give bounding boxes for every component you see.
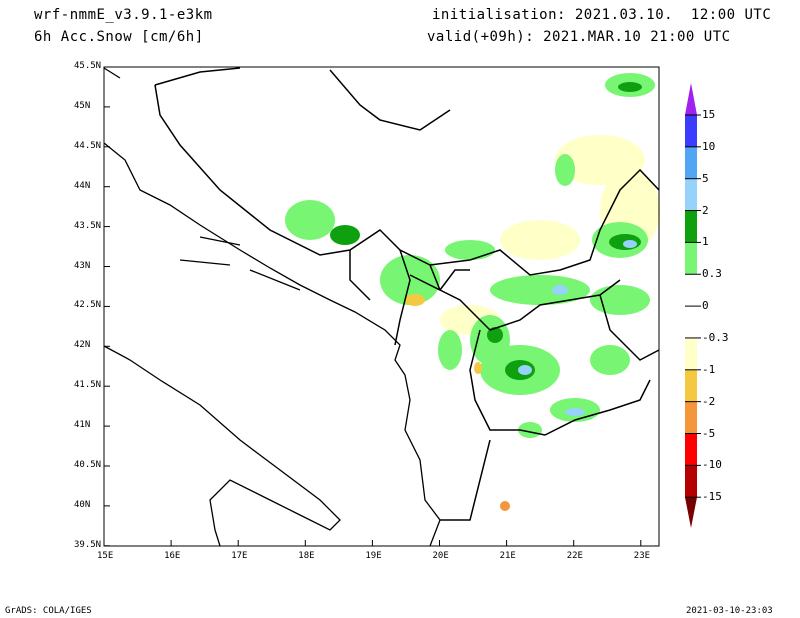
colorbar-segment	[685, 146, 697, 179]
init-time: initialisation: 2021.03.10. 12:00 UTC	[432, 7, 772, 23]
lat-tick-label: 43.5N	[74, 220, 102, 231]
colorbar-segment	[685, 337, 697, 370]
colorbar-segment	[685, 274, 697, 307]
lon-tick-label: 20E	[432, 551, 449, 561]
colorbar-segment	[685, 433, 697, 466]
colorbar-label: -5	[702, 426, 716, 440]
lon-tick-label: 21E	[499, 551, 516, 561]
lat-tick-label: 41.5N	[74, 380, 102, 391]
colorbar-label: -1	[702, 362, 716, 376]
map-frame	[103, 66, 660, 547]
colorbar-top-arrow	[685, 83, 697, 115]
model-title: wrf-nmmE_v3.9.1-e3km	[34, 7, 213, 23]
coastlines	[103, 67, 441, 547]
colorbar-segment	[685, 242, 697, 275]
lat-tick-label: 42N	[74, 340, 91, 351]
colorbar-label: -2	[702, 394, 716, 408]
colorbar-label: -15	[702, 490, 722, 504]
borders	[154, 67, 660, 521]
lat-tick-label: 41N	[74, 420, 91, 431]
colorbar-label: -0.3	[702, 330, 729, 344]
colorbar-label: 1	[702, 235, 709, 249]
colorbar-bottom-arrow	[685, 497, 697, 528]
footer-credit: GrADS: COLA/IGES	[5, 606, 92, 616]
snow-field	[285, 73, 660, 511]
colorbar-segment	[685, 369, 697, 402]
lat-tick-label: 39.5N	[74, 539, 102, 550]
colorbar-segment	[685, 115, 697, 147]
colorbar-label: 0.3	[702, 267, 722, 281]
colorbar-label: 2	[702, 203, 709, 217]
colorbar-segment	[685, 306, 697, 338]
colorbar-label: 0	[702, 299, 709, 313]
lat-tick-label: 44.5N	[74, 140, 102, 151]
lat-tick-label: 45.5N	[74, 61, 102, 71]
colorbar-label: 10	[702, 139, 716, 153]
colorbar	[685, 83, 701, 528]
colorbar-label: 15	[702, 108, 716, 121]
lon-tick-label: 16E	[164, 551, 181, 561]
lat-tick-label: 44N	[74, 180, 91, 191]
lat-tick-label: 42.5N	[74, 300, 102, 311]
lon-tick-label: 18E	[298, 551, 315, 561]
lon-tick-label: 17E	[231, 551, 248, 561]
valid-time: valid(+09h): 2021.MAR.10 21:00 UTC	[427, 29, 731, 45]
lon-tick-label: 22E	[566, 551, 583, 561]
lon-tick-label: 23E	[633, 551, 651, 561]
footer-timestamp: 2021-03-10-23:03	[686, 606, 773, 616]
colorbar-segment	[685, 210, 697, 243]
axis-ticks	[103, 66, 642, 547]
lat-tick-label: 43N	[74, 260, 91, 271]
lat-tick-label: 45N	[74, 100, 91, 111]
lon-tick-label: 19E	[365, 551, 382, 561]
colorbar-segment	[685, 465, 697, 498]
lat-tick-label: 40.5N	[74, 460, 102, 470]
colorbar-segment	[685, 178, 697, 211]
variable-title: 6h Acc.Snow [cm/6h]	[34, 29, 204, 45]
colorbar-label: -10	[702, 458, 722, 472]
lon-tick-label: 15E	[97, 551, 114, 561]
colorbar-label: 5	[702, 171, 709, 185]
lat-tick-label: 40N	[74, 499, 91, 510]
colorbar-segment	[685, 401, 697, 434]
